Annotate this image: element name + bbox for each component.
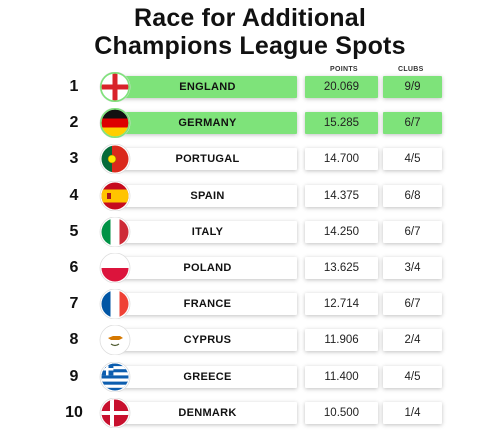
rank-number: 4 (69, 186, 79, 204)
points-column-header: POINTS (330, 66, 358, 73)
clubs-cell: 1/4 (383, 401, 442, 424)
title-line-1: Race for Additional (133, 4, 367, 32)
points-value: 14.700 (323, 153, 360, 166)
clubs-cell: 3/4 (383, 257, 442, 279)
poland-flag-icon (98, 253, 132, 283)
points-cell: 12.714 (305, 293, 378, 316)
england-flag-icon (98, 72, 132, 102)
table-row: 4 SPAIN 14.375 6/8 (0, 180, 500, 211)
clubs-value: 9/9 (404, 81, 421, 93)
country-name: GERMANY (178, 117, 237, 130)
table-row: 8 CYPRUS 11.906 2/4 (0, 325, 500, 356)
country-name: SPAIN (190, 189, 225, 202)
country-cell: GREECE (118, 365, 297, 388)
clubs-cell: 6/8 (383, 184, 442, 207)
clubs-cell: 4/5 (383, 365, 442, 388)
country-cell: POLAND (118, 257, 297, 279)
rank-number: 10 (65, 403, 83, 421)
table-row: 6 POLAND 13.625 3/4 (0, 253, 500, 283)
clubs-value: 6/8 (404, 189, 421, 202)
clubs-value: 6/7 (404, 117, 421, 130)
cyprus-flag-icon (98, 325, 132, 356)
country-cell: PORTUGAL (118, 148, 297, 171)
italy-flag-icon (98, 216, 132, 247)
points-cell: 14.375 (305, 184, 378, 207)
points-cell: 14.250 (305, 220, 378, 243)
points-cell: 14.700 (305, 148, 378, 171)
clubs-value: 3/4 (404, 262, 421, 274)
rank-number: 6 (69, 259, 79, 276)
table-row: 7 FRANCE 12.714 6/7 (0, 289, 500, 320)
country-cell: SPAIN (118, 184, 297, 207)
country-name: ITALY (191, 225, 224, 238)
points-value: 13.625 (323, 262, 360, 274)
clubs-cell: 6/7 (383, 220, 442, 243)
rank-number: 7 (69, 295, 79, 313)
rank-number: 1 (69, 78, 79, 95)
clubs-cell: 4/5 (383, 148, 442, 171)
points-value: 11.400 (324, 370, 359, 383)
country-cell: CYPRUS (118, 329, 297, 352)
table-row: 1 ENGLAND 20.069 9/9 (0, 72, 500, 102)
table-row: 3 PORTUGAL 14.700 4/5 (0, 144, 500, 175)
france-flag-icon (98, 289, 132, 320)
points-value: 11.906 (324, 334, 359, 347)
rank-number: 3 (69, 150, 79, 168)
germany-flag-icon (98, 108, 132, 139)
denmark-flag-icon (98, 397, 132, 428)
country-cell: DENMARK (118, 401, 297, 424)
points-value: 14.375 (323, 189, 360, 202)
country-name: FRANCE (183, 298, 232, 311)
clubs-value: 1/4 (404, 406, 421, 419)
clubs-value: 4/5 (404, 153, 421, 166)
clubs-cell: 9/9 (383, 76, 442, 98)
rank-number: 9 (69, 367, 79, 385)
rank-number: 5 (69, 222, 79, 240)
clubs-cell: 2/4 (383, 329, 442, 352)
country-name: DENMARK (178, 406, 237, 419)
clubs-value: 2/4 (404, 334, 421, 347)
rank-number: 2 (69, 114, 79, 132)
country-name: POLAND (183, 262, 232, 274)
points-value: 20.069 (323, 81, 360, 93)
spain-flag-icon (98, 180, 132, 211)
points-value: 14.250 (323, 225, 360, 238)
points-cell: 11.400 (305, 365, 378, 388)
points-cell: 13.625 (305, 257, 378, 279)
table-row: 2 GERMANY 15.285 6/7 (0, 108, 500, 139)
table-row: 5 ITALY 14.250 6/7 (0, 216, 500, 247)
country-cell: ENGLAND (118, 76, 297, 98)
points-value: 12.714 (323, 298, 360, 311)
portugal-flag-icon (98, 144, 132, 175)
points-cell: 10.500 (305, 401, 378, 424)
points-cell: 15.285 (305, 112, 378, 135)
page-title: Race for Additional Champions League Spo… (0, 4, 500, 60)
country-cell: FRANCE (118, 293, 297, 316)
country-name: ENGLAND (179, 81, 236, 93)
greece-flag-icon (98, 361, 132, 392)
table-row: 10 DENMARK 10.500 1/4 (0, 397, 500, 428)
title-line-2: Champions League Spots (94, 32, 406, 60)
rank-number: 8 (69, 331, 79, 349)
clubs-cell: 6/7 (383, 112, 442, 135)
country-cell: GERMANY (118, 112, 297, 135)
country-cell: ITALY (118, 220, 297, 243)
clubs-value: 4/5 (404, 370, 421, 383)
country-name: CYPRUS (183, 334, 232, 347)
country-name: PORTUGAL (175, 153, 240, 166)
country-name: GREECE (183, 370, 232, 383)
points-cell: 20.069 (305, 76, 378, 98)
clubs-value: 6/7 (404, 225, 421, 238)
points-value: 10.500 (323, 406, 360, 419)
clubs-value: 6/7 (404, 298, 421, 311)
points-cell: 11.906 (305, 329, 378, 352)
table-row: 9 GREECE 11.400 4/5 (0, 361, 500, 392)
clubs-cell: 6/7 (383, 293, 442, 316)
clubs-column-header: CLUBS (398, 66, 424, 73)
points-value: 15.285 (323, 117, 360, 130)
